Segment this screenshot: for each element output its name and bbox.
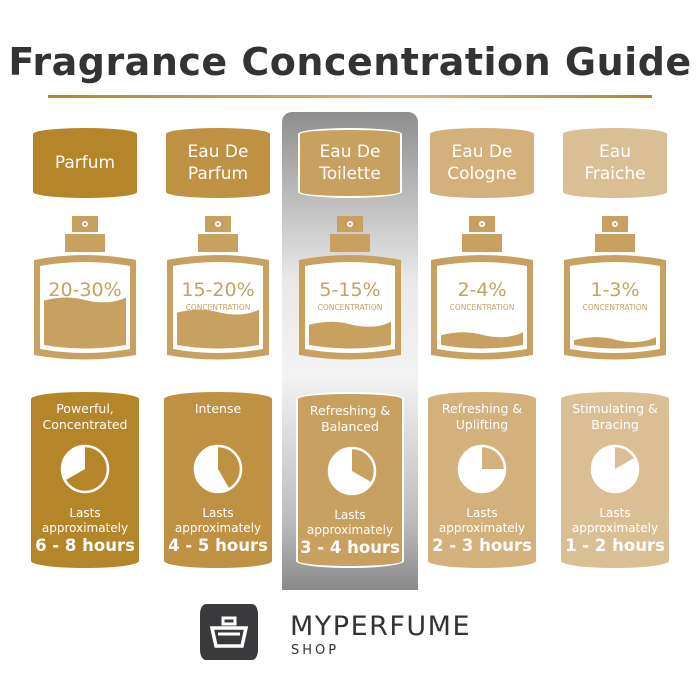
duration-value: 1 - 2 hours — [565, 536, 665, 555]
type-label: Eau Fraiche — [563, 128, 667, 198]
character-line: Concentrated — [42, 417, 128, 432]
type-label-line: Eau — [599, 142, 631, 162]
liquid-level — [441, 332, 523, 349]
clock-pie-icon — [590, 444, 640, 494]
character-text: Refreshing & Uplifting — [428, 401, 536, 433]
type-label-line: Parfum — [54, 153, 116, 173]
lasts-line: approximately — [306, 523, 394, 537]
pie-hours-slice — [218, 446, 241, 489]
character-line: Bracing — [591, 417, 639, 432]
column-eau-de-cologne: Eau De Cologne 2-4% CONCENTRATION Refreshing… — [427, 0, 537, 600]
pie-hours-slice — [65, 446, 108, 492]
clock-pie-icon — [457, 444, 507, 494]
duration-value: 2 - 3 hours — [432, 536, 532, 555]
lasts-line: approximately — [438, 521, 526, 535]
lasts-line: approximately — [41, 521, 129, 535]
clock-pie-icon — [327, 446, 377, 496]
lasts-line: Lasts — [69, 506, 101, 520]
type-label-line: Fraiche — [584, 164, 646, 184]
lasts-line: Lasts — [466, 506, 498, 520]
lasts-text: Lasts approximately — [31, 506, 139, 536]
perfume-bottle-icon: 15-20% CONCENTRATION — [167, 216, 269, 360]
character-line: Uplifting — [455, 417, 509, 432]
liquid-level — [574, 337, 656, 349]
logo-sub: SHOP — [291, 643, 340, 658]
lasts-line: Lasts — [334, 508, 366, 522]
title-underline — [48, 95, 652, 98]
lasts-text: Lasts approximately — [298, 508, 402, 538]
column-eau-de-toilette: Eau De Toilette 5-15% CONCENTRATION Refreshi… — [295, 0, 405, 600]
lasts-line: approximately — [174, 521, 262, 535]
concentration-label: CONCENTRATION — [583, 303, 648, 312]
duration-value: 3 - 4 hours — [300, 538, 400, 557]
character-text: Powerful, Concentrated — [31, 401, 139, 433]
concentration-label: CONCENTRATION — [450, 303, 515, 312]
character-line: Stimulating & — [572, 401, 658, 416]
character-line: Refreshing & — [441, 401, 523, 416]
lasts-text: Lasts approximately — [561, 506, 669, 536]
type-label-line: Cologne — [447, 164, 517, 184]
pie-hours-slice — [482, 446, 505, 469]
clock-pie-icon — [60, 444, 110, 494]
concentration-value: 2-4% — [457, 279, 506, 301]
type-label: Eau De Parfum — [166, 128, 270, 198]
concentration-label: CONCENTRATION — [318, 303, 383, 312]
character-line: Balanced — [321, 419, 379, 434]
type-label-line: Eau De — [187, 142, 249, 162]
logo-brand: MYPERFUME — [290, 611, 472, 642]
liquid-level — [44, 297, 126, 349]
page-title: Fragrance Concentration Guide — [8, 40, 692, 84]
clock-pie-icon — [193, 444, 243, 494]
liquid-level — [177, 309, 259, 349]
concentration-value: 15-20% — [181, 279, 254, 301]
perfume-bottle-icon: 2-4% CONCENTRATION — [431, 216, 533, 360]
perfume-bottle-icon: 5-15% CONCENTRATION — [299, 216, 401, 360]
character-line: Refreshing & — [309, 403, 391, 418]
perfume-bottle-icon: 20-30% CONCENTRATION — [34, 216, 136, 360]
character-text: Intense — [164, 401, 272, 417]
lasts-text: Lasts approximately — [428, 506, 536, 536]
type-label-line: Parfum — [187, 164, 249, 184]
type-label: Parfum — [33, 128, 137, 198]
perfume-bottle-icon: 1-3% CONCENTRATION — [564, 216, 666, 360]
duration-card: Stimulating & Bracing Lasts approximately 1 … — [561, 392, 669, 568]
duration-card: Intense Lasts approximately 4 - 5 hours — [164, 392, 272, 568]
liquid-level — [309, 321, 391, 349]
type-label-line: Eau De — [451, 142, 513, 162]
column-eau-de-parfum: Eau De Parfum 15-20% CONCENTRATION Intense La… — [163, 0, 273, 600]
character-line: Powerful, — [56, 401, 114, 416]
lasts-line: approximately — [571, 521, 659, 535]
duration-value: 6 - 8 hours — [35, 536, 135, 555]
type-label-line: Eau De — [319, 142, 381, 162]
concentration-value: 20-30% — [48, 279, 121, 301]
lasts-line: Lasts — [202, 506, 234, 520]
duration-value: 4 - 5 hours — [168, 536, 268, 555]
character-text: Refreshing & Balanced — [298, 403, 402, 435]
column-eau-fraiche: Eau Fraiche 1-3% CONCENTRATION Stimulating &… — [560, 0, 670, 600]
column-parfum: Parfum 20-30% CONCENTRATION Powerful, Concen… — [30, 0, 140, 600]
character-text: Stimulating & Bracing — [561, 401, 669, 433]
type-label: Eau De Toilette — [298, 128, 402, 198]
concentration-value: 1-3% — [590, 279, 639, 301]
lasts-line: Lasts — [599, 506, 631, 520]
type-label: Eau De Cologne — [430, 128, 534, 198]
concentration-label: CONCENTRATION — [53, 303, 118, 312]
character-line: Intense — [194, 401, 242, 416]
duration-card: Powerful, Concentrated Lasts approximately 6… — [31, 392, 139, 568]
logo-icon — [200, 604, 258, 660]
lasts-text: Lasts approximately — [164, 506, 272, 536]
duration-card: Refreshing & Uplifting Lasts approximately 2… — [428, 392, 536, 568]
type-label-line: Toilette — [319, 164, 381, 184]
concentration-label: CONCENTRATION — [186, 303, 251, 312]
duration-card: Refreshing & Balanced Lasts approximately 3 … — [296, 392, 404, 568]
concentration-value: 5-15% — [319, 279, 380, 301]
